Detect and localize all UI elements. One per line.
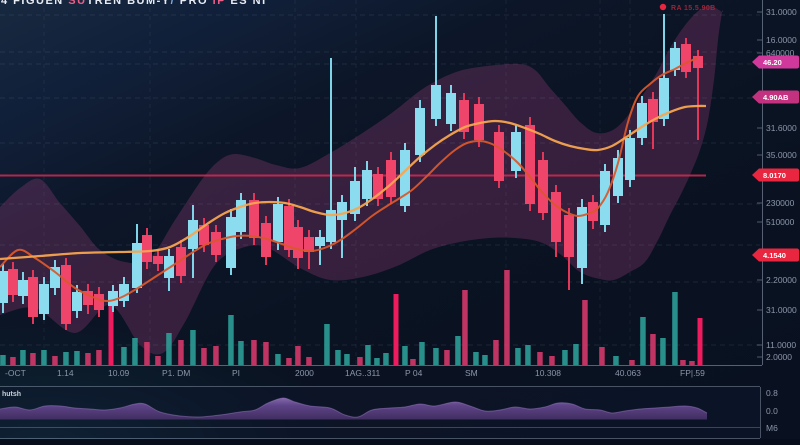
svg-text:FP|.59: FP|.59 <box>680 368 705 378</box>
svg-text:2000: 2000 <box>295 368 314 378</box>
svg-text:10.308: 10.308 <box>535 368 561 378</box>
svg-text:16.0000: 16.0000 <box>766 35 797 45</box>
svg-text:-OCT: -OCT <box>5 368 26 378</box>
svg-text:4.1540: 4.1540 <box>763 251 786 260</box>
svg-text:46.20: 46.20 <box>763 58 782 67</box>
svg-text:P 04: P 04 <box>405 368 423 378</box>
svg-text:2.20000: 2.20000 <box>766 275 797 285</box>
svg-text:8.0170: 8.0170 <box>763 171 786 180</box>
svg-text:RA 15.5.90B: RA 15.5.90B <box>671 5 716 12</box>
svg-text:1AG..311: 1AG..311 <box>345 368 381 378</box>
svg-text:hutsh: hutsh <box>2 391 21 398</box>
svg-text:31.0000: 31.0000 <box>766 7 797 17</box>
svg-text:510000: 510000 <box>766 217 795 227</box>
svg-text:P1. DM: P1. DM <box>162 368 190 378</box>
svg-text:4 FIGUEN SUTREN BUM-Y/ PRO IP: 4 FIGUEN SUTREN BUM-Y/ PRO IP ES NI <box>1 0 267 7</box>
svg-text:10.09: 10.09 <box>108 368 130 378</box>
svg-text:SM: SM <box>465 368 478 378</box>
svg-text:40.063: 40.063 <box>615 368 641 378</box>
svg-text:640000: 640000 <box>766 48 795 58</box>
svg-text:11.0000: 11.0000 <box>766 340 796 350</box>
svg-text:2.0000: 2.0000 <box>766 352 792 362</box>
svg-text:0.8: 0.8 <box>766 388 778 398</box>
svg-text:31.0000: 31.0000 <box>766 305 797 315</box>
svg-text:31.6000: 31.6000 <box>766 123 797 133</box>
svg-text:0.0: 0.0 <box>766 406 778 416</box>
svg-text:M6: M6 <box>766 423 778 433</box>
svg-text:230000: 230000 <box>766 198 795 208</box>
svg-text:1.14: 1.14 <box>57 368 74 378</box>
svg-text:35.0000: 35.0000 <box>766 150 797 160</box>
svg-text:PI: PI <box>232 368 240 378</box>
svg-text:4.90AB: 4.90AB <box>763 93 789 102</box>
